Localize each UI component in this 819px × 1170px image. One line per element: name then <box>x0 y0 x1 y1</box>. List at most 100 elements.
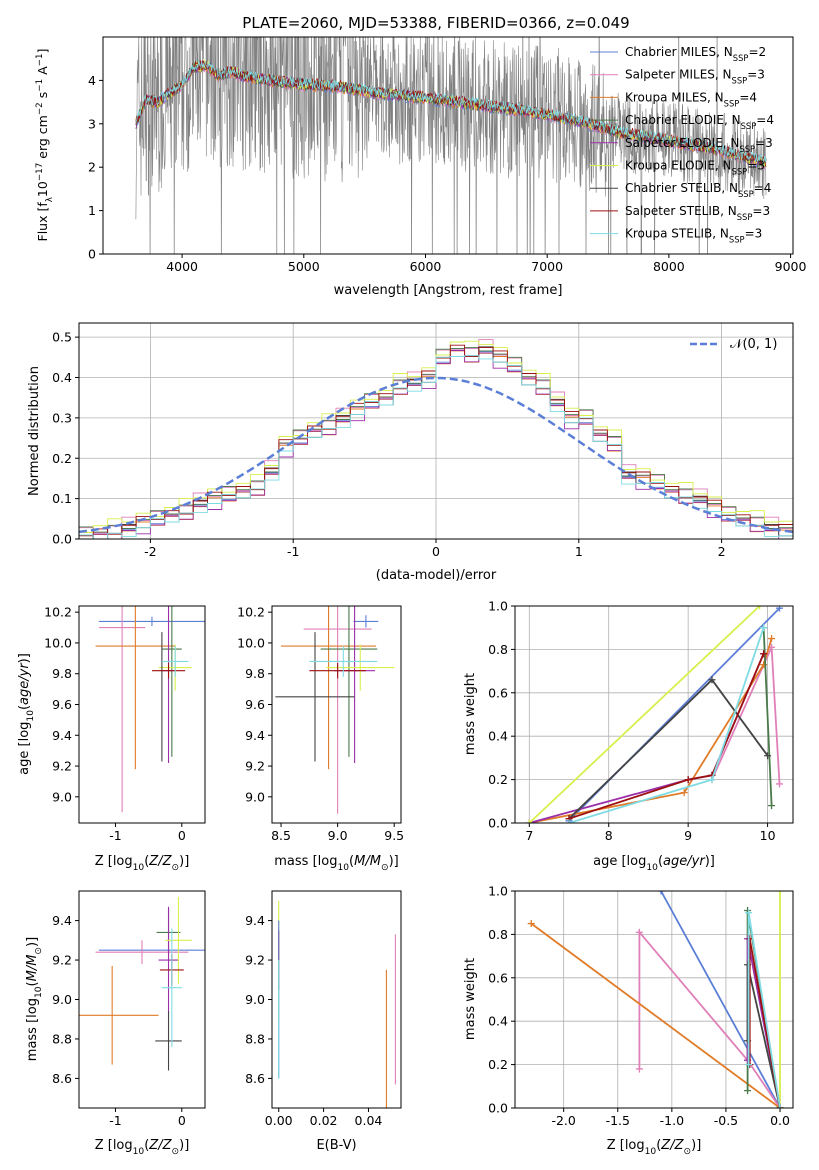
plot-area <box>95 606 205 813</box>
errorbar-kroupa_stelib <box>161 928 182 1047</box>
weight-line-chabrier_stelib <box>568 678 769 820</box>
errorbar-chabrier_stelib <box>275 632 355 762</box>
errorbar-kroupa_elodie <box>326 644 395 691</box>
observed-spectrum <box>135 37 767 254</box>
residuals-panel: -2 -1 0 1 2 0.0 0.1 0.2 0.3 0.4 0.5 <box>52 322 794 559</box>
weight-vs-age-ylabel: mass weight <box>463 673 478 755</box>
y-tick-label: 1.0 <box>488 599 508 614</box>
errorbar-kroupa_stelib <box>161 646 189 677</box>
x-tick-label: 9 <box>684 828 692 843</box>
errorbar-salpeter_miles <box>303 606 372 814</box>
y-tick-label: 9.0 <box>245 789 265 804</box>
weight-marker <box>525 819 533 823</box>
x-tick-label: -2.0 <box>551 1113 575 1128</box>
x-tick-label: -2 <box>144 544 156 559</box>
y-tick-label: 9.2 <box>52 953 72 968</box>
weight-marker <box>635 928 643 936</box>
weight-marker <box>760 650 768 658</box>
y-tick-label: 9.4 <box>245 728 265 743</box>
weight-marker <box>657 891 665 895</box>
axes-frame <box>514 890 794 1109</box>
weight-marker <box>565 819 573 823</box>
x-tick-label: 0.02 <box>310 1113 338 1128</box>
plot-area <box>135 37 767 254</box>
plot-area <box>278 900 396 1108</box>
x-tick-label: 5000 <box>288 259 320 274</box>
y-tick-label: 8.8 <box>52 1031 72 1046</box>
axes-frame <box>271 605 402 824</box>
age-vs-mass-panel: 8.5 9.0 9.5 9.0 9.2 9.4 9.6 9.8 10.0 10.2 <box>237 605 404 843</box>
spectrum-legend: Chabrier MILES, NSSP=2 Salpeter MILES, NS… <box>590 45 774 245</box>
y-tick-label: 4 <box>88 73 96 88</box>
legend-label: Kroupa ELODIE, NSSP=3 <box>625 159 765 177</box>
x-tick-label: 0.00 <box>265 1113 293 1128</box>
axes-frame <box>78 890 206 1109</box>
errorbar-salpeter_stelib <box>151 662 186 679</box>
weight-marker <box>708 776 716 784</box>
errorbar-kroupa_miles <box>281 606 377 770</box>
y-tick-label: 9.2 <box>52 759 72 774</box>
spectrum-xlabel: wavelength [Angstrom, rest frame] <box>334 283 563 298</box>
plot-area <box>79 896 205 1071</box>
mass-vs-ebv-xlabel: E(B-V) <box>316 1138 356 1153</box>
mass-vs-Z-xlabel: Z [log10(Z/Z⊙)] <box>95 1138 190 1157</box>
legend-label: Chabrier MILES, NSSP=2 <box>625 45 766 63</box>
weight-marker <box>776 891 784 895</box>
weight-marker <box>756 606 764 610</box>
y-tick-label: 0.6 <box>488 685 508 700</box>
x-tick-label: 6000 <box>410 259 442 274</box>
y-tick-label: 1 <box>88 203 96 218</box>
y-tick-label: 9.8 <box>245 666 265 681</box>
x-tick-label: -1.5 <box>606 1113 630 1128</box>
y-tick-label: 0.3 <box>52 410 72 425</box>
errorbar-kroupa_elodie <box>165 896 192 984</box>
weight-line-salpeter_miles <box>638 929 781 1108</box>
y-tick-label: 0.6 <box>488 970 508 985</box>
y-tick-label: 0.5 <box>52 330 72 345</box>
x-tick-label: 0.04 <box>355 1113 383 1128</box>
y-tick-label: 2 <box>88 160 96 175</box>
weight-vs-Z-xlabel: Z [log10(Z/Z⊙)] <box>607 1138 702 1157</box>
y-tick-label: 1.0 <box>488 884 508 899</box>
weight-line-salpeter_stelib <box>568 653 765 820</box>
weight-marker <box>775 780 783 788</box>
weight-vs-Z-panel: -2.0 -1.5 -1.0 -0.5 0.0 0.0 0.2 0.4 0.6 0.8 1.0 <box>488 884 794 1128</box>
errorbar-kroupa_miles <box>79 965 159 1065</box>
y-tick-label: 0.2 <box>488 1057 508 1072</box>
age-vs-Z-panel: -1 0 9.0 9.2 9.4 9.6 9.8 10.0 10.2 <box>44 605 206 843</box>
residuals-xlabel: (data-model)/error <box>376 568 497 583</box>
axes-frame <box>78 605 206 824</box>
weight-marker <box>708 676 716 684</box>
y-tick-label: 9.0 <box>52 789 72 804</box>
y-tick-label: 10.0 <box>44 635 72 650</box>
legend-label: Chabrier ELODIE, NSSP=4 <box>625 113 774 131</box>
weight-marker <box>760 624 768 632</box>
errorbar-chabrier_elodie <box>161 606 182 757</box>
y-tick-label: 8.6 <box>245 1071 265 1086</box>
residuals-ylabel: Normed distribution <box>27 366 42 496</box>
y-tick-label: 9.4 <box>52 913 72 928</box>
y-tick-label: 0.4 <box>488 729 508 744</box>
x-tick-label: 0 <box>178 828 186 843</box>
y-tick-label: 0.8 <box>488 927 508 942</box>
weight-marker <box>745 1061 753 1069</box>
weight-line-chabrier_elodie <box>762 627 773 806</box>
x-tick-label: 9.5 <box>384 828 404 843</box>
weight-marker <box>684 776 692 784</box>
y-tick-label: 0.4 <box>488 1014 508 1029</box>
weight-marker <box>635 1065 643 1073</box>
x-tick-label: 0 <box>432 544 440 559</box>
legend-label: Kroupa MILES, NSSP=4 <box>625 90 757 108</box>
weight-marker <box>745 909 753 917</box>
model-spectrum-kroupa_stelib <box>135 59 767 166</box>
model-spectrum-salpeter_stelib <box>135 59 767 167</box>
y-tick-label: 0 <box>88 247 96 262</box>
mass-vs-ebv-panel: 0.00 0.02 0.04 8.6 8.8 9.0 9.2 9.4 <box>245 890 402 1128</box>
weight-marker <box>776 1104 784 1108</box>
plot-area <box>79 339 793 539</box>
axes-frame <box>102 36 794 255</box>
y-tick-label: 0.0 <box>488 816 508 831</box>
errorbar-chabrier_elodie <box>320 606 378 757</box>
mass-vs-Z-panel: -1 0 8.6 8.8 9.0 9.2 9.4 <box>52 890 206 1128</box>
errorbar-salpeter_stelib <box>309 662 366 679</box>
